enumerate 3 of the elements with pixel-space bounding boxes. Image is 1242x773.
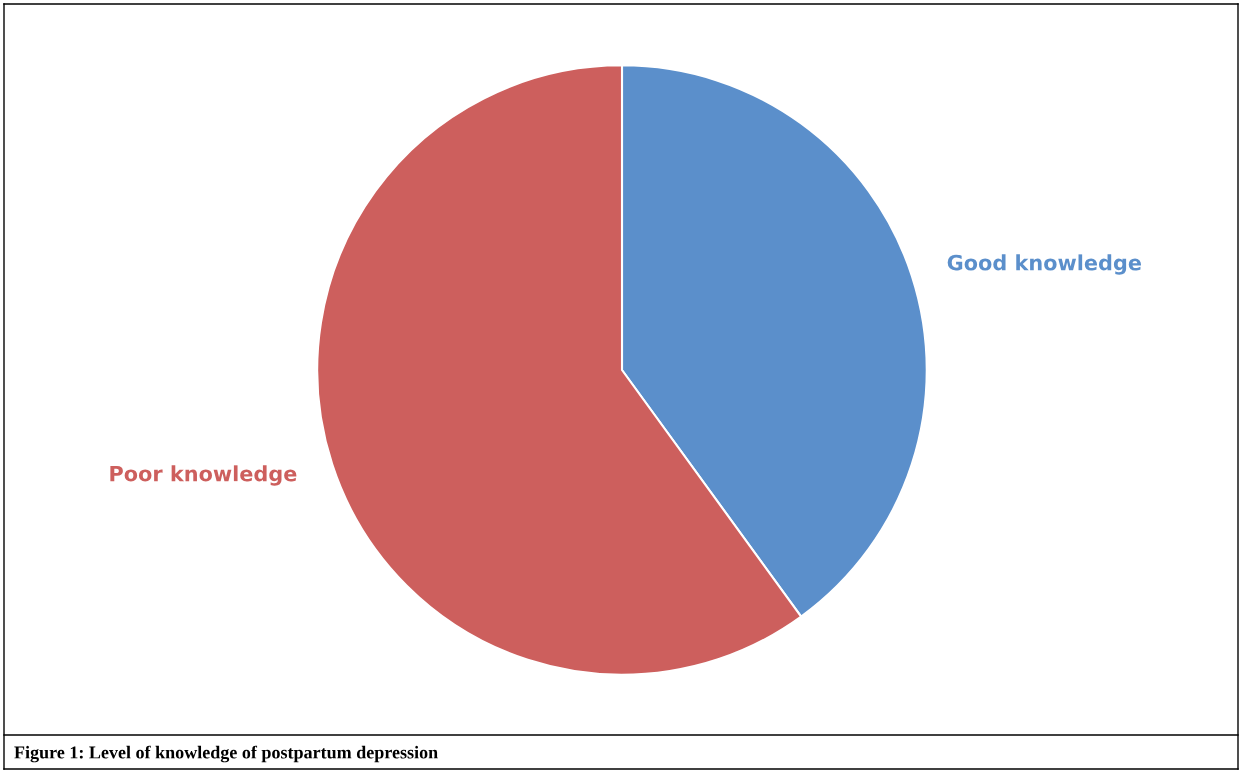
slice-label: Good knowledge (947, 254, 1141, 275)
caption: Figure 1: Level of knowledge of postpartum depression (14, 745, 438, 763)
slice-label: Poor knowledge (110, 465, 297, 486)
